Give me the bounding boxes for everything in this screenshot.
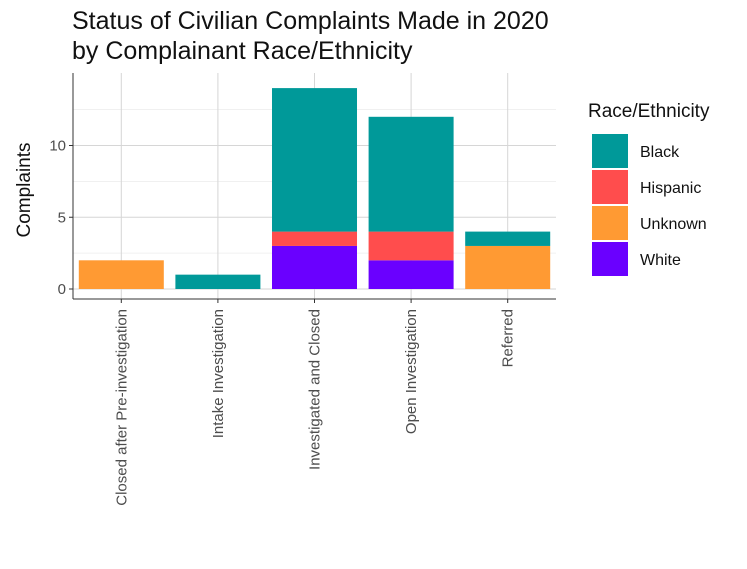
x-tick-label: Referred <box>500 309 517 367</box>
legend-label-white: White <box>640 252 681 269</box>
bar-segment-black <box>175 274 261 289</box>
legend-swatch-hispanic <box>592 170 628 204</box>
bar-segment-white <box>368 260 454 289</box>
y-axis-title: Complaints <box>14 142 35 237</box>
y-tick-label: 0 <box>58 281 66 298</box>
legend-label-hispanic: Hispanic <box>640 180 701 197</box>
bar-segment-black <box>465 231 551 246</box>
x-tick-label: Closed after Pre-investigation <box>113 309 130 506</box>
legend-swatch-black <box>592 134 628 168</box>
axes: 0 5 10 Closed after Pre-investigation Intake… <box>49 73 556 506</box>
legend-label-unknown: Unknown <box>640 216 707 233</box>
bar-segment-unknown <box>78 260 164 289</box>
bar-segment-unknown <box>465 245 551 289</box>
legend-label-black: Black <box>640 144 680 161</box>
x-tick-label: Investigated and Closed <box>307 309 324 470</box>
bar-segment-black <box>271 88 358 232</box>
legend-swatch-unknown <box>592 206 628 240</box>
y-tick-label: 5 <box>58 209 66 226</box>
x-tick-label: Open Investigation <box>403 309 420 434</box>
legend-title: Race/Ethnicity <box>588 101 710 122</box>
bar-segment-hispanic <box>271 231 358 246</box>
x-tick-label: Intake Investigation <box>210 309 227 438</box>
chart-title: Status of Civilian Complaints Made in 20… <box>72 7 549 65</box>
bar-segment-hispanic <box>368 231 454 261</box>
bar-segment-white <box>271 245 358 289</box>
legend-swatch-white <box>592 242 628 276</box>
legend: Race/Ethnicity Black Hispanic Unknown White <box>588 101 710 276</box>
y-tick-label: 10 <box>49 138 66 155</box>
bars <box>78 88 551 289</box>
bar-segment-black <box>368 116 454 232</box>
